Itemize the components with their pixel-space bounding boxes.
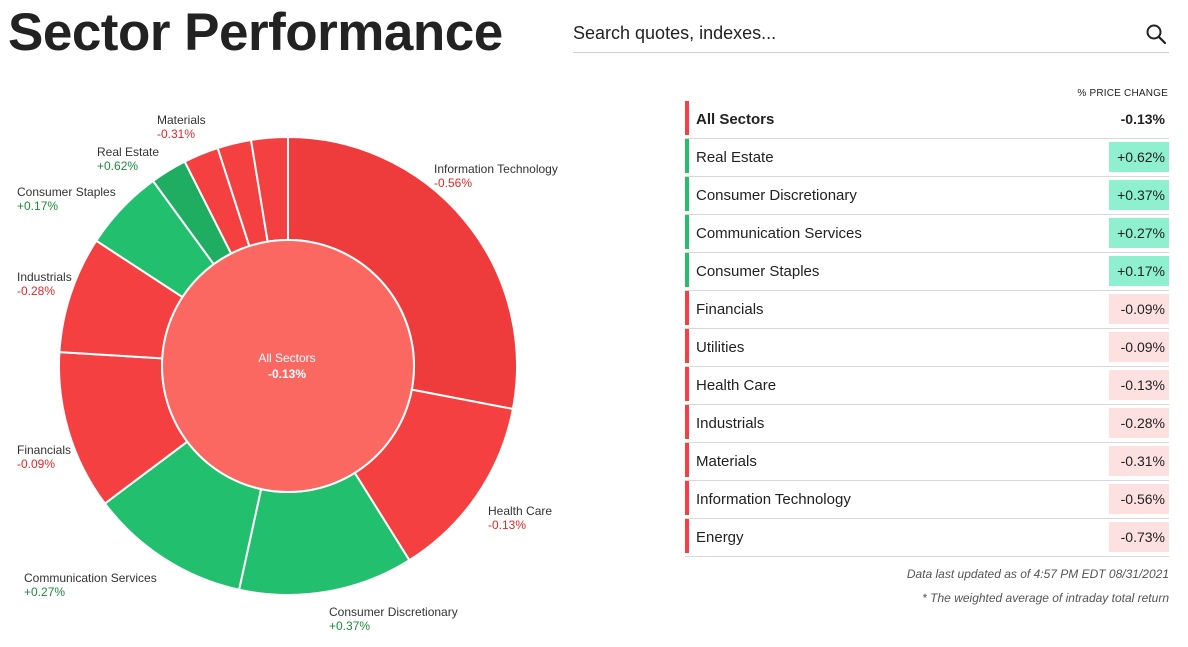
price-change-badge: -0.13% [1109,370,1169,400]
sector-name: Consumer Discretionary [696,187,857,204]
trend-bar [685,139,689,173]
sector-name: Consumer Staples [696,263,820,280]
slice-label-name: Financials [17,443,72,457]
sector-name: Energy [696,529,744,546]
sector-name: Information Technology [696,491,851,508]
sector-name: Materials [696,453,757,470]
donut-svg [58,135,518,596]
table-row[interactable]: Real Estate +0.62% [685,139,1169,177]
trend-bar [685,367,689,401]
table-row[interactable]: All Sectors -0.13% [685,101,1169,139]
slice-label-consumer-discretionary: Consumer Discretionary +0.37% [329,605,458,633]
slice-label-name: Health Care [488,504,553,518]
slice-label-health-care: Health Care -0.13% [488,504,552,532]
trend-bar [685,519,689,553]
trend-bar [685,291,689,325]
trend-bar [685,177,689,211]
sector-name: All Sectors [696,111,775,128]
slice-label-name: Materials [157,113,206,127]
slice-label-value: +0.62% [97,159,139,173]
sector-name: Real Estate [696,149,774,166]
slice-label-value: -0.31% [157,127,196,141]
table-row[interactable]: Financials -0.09% [685,291,1169,329]
price-change-badge: +0.37% [1109,180,1169,210]
trend-bar [685,253,689,287]
slice-label-value: +0.17% [17,199,59,213]
sector-name: Industrials [696,415,765,432]
slice-label-name: Industrials [17,270,72,284]
trend-bar [685,405,689,439]
slice-label-information-technology: Information Technology -0.56% [434,162,558,190]
price-change-badge: -0.13% [1120,111,1165,127]
search-bar [573,14,1169,53]
slice-label-value: +0.27% [24,585,66,599]
slice-label-financials: Financials -0.09% [17,443,71,471]
last-updated-note: Data last updated as of 4:57 PM EDT 08/3… [906,567,1169,581]
price-change-header: % PRICE CHANGE [1077,88,1168,99]
price-change-badge: +0.17% [1109,256,1169,286]
slice-label-name: Consumer Staples [17,185,116,199]
slice-label-real-estate: Real Estate +0.62% [97,145,159,173]
table-row[interactable]: Energy -0.73% [685,519,1169,557]
sector-name: Communication Services [696,225,862,242]
price-change-badge: -0.28% [1109,408,1169,438]
trend-bar [685,443,689,477]
trend-bar [685,481,689,515]
price-change-badge: +0.62% [1109,142,1169,172]
slice-label-communication-services: Communication Services +0.27% [24,571,157,599]
table-row[interactable]: Materials -0.31% [685,443,1169,481]
table-row[interactable]: Health Care -0.13% [685,367,1169,405]
search-icon[interactable] [1145,23,1167,45]
sector-name: Utilities [696,339,745,356]
slice-label-value: -0.13% [488,518,527,532]
slice-label-value: -0.09% [17,457,56,471]
price-change-badge: -0.09% [1109,294,1169,324]
center-value: -0.13% [267,367,307,381]
slice-label-consumer-staples: Consumer Staples +0.17% [17,185,116,213]
table-row[interactable]: Consumer Discretionary +0.37% [685,177,1169,215]
slice-label-name: Consumer Discretionary [329,605,458,619]
slice-label-name: Real Estate [97,145,160,159]
slice-label-value: -0.56% [434,176,473,190]
slice-label-materials: Materials -0.31% [157,113,206,141]
trend-bar [685,329,689,363]
page-title: Sector Performance [8,3,503,62]
center-label: All Sectors -0.13% [207,350,367,382]
weighted-average-note: * The weighted average of intraday total… [922,591,1169,605]
trend-bar [685,101,689,135]
center-circle[interactable] [161,239,415,493]
table-row[interactable]: Information Technology -0.56% [685,481,1169,519]
search-input[interactable] [573,18,1133,48]
table-row[interactable]: Consumer Staples +0.17% [685,253,1169,291]
price-change-badge: -0.09% [1109,332,1169,362]
price-change-badge: +0.27% [1109,218,1169,248]
sector-name: Health Care [696,377,777,394]
sector-table: All Sectors -0.13% Real Estate +0.62% Cons… [685,101,1169,557]
sector-name: Financials [696,301,764,318]
sector-donut-chart: All Sectors -0.13% Information Technolog… [0,60,680,647]
price-change-badge: -0.31% [1109,446,1169,476]
table-row[interactable]: Utilities -0.09% [685,329,1169,367]
slice-label-value: -0.28% [17,284,56,298]
slice-label-name: Communication Services [24,571,157,585]
table-row[interactable]: Industrials -0.28% [685,405,1169,443]
slice-label-value: +0.37% [329,619,371,633]
slice-label-name: Information Technology [434,162,558,176]
center-name: All Sectors [258,351,316,365]
slice-label-industrials: Industrials -0.28% [17,270,72,298]
price-change-badge: -0.73% [1109,522,1169,552]
table-row[interactable]: Communication Services +0.27% [685,215,1169,253]
price-change-badge: -0.56% [1109,484,1169,514]
trend-bar [685,215,689,249]
